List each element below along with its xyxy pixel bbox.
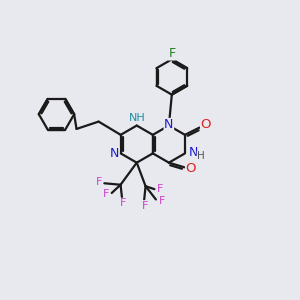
Text: N: N	[110, 147, 119, 160]
Text: O: O	[201, 118, 211, 131]
Text: F: F	[157, 184, 163, 194]
Text: F: F	[142, 201, 148, 211]
Text: F: F	[159, 196, 165, 206]
Text: N: N	[164, 118, 174, 131]
Text: O: O	[186, 162, 196, 175]
Text: F: F	[103, 190, 110, 200]
Text: F: F	[168, 47, 175, 60]
Text: F: F	[119, 198, 126, 208]
Text: F: F	[96, 177, 102, 187]
Text: H: H	[197, 151, 205, 161]
Text: N: N	[189, 146, 199, 159]
Text: NH: NH	[128, 113, 145, 123]
